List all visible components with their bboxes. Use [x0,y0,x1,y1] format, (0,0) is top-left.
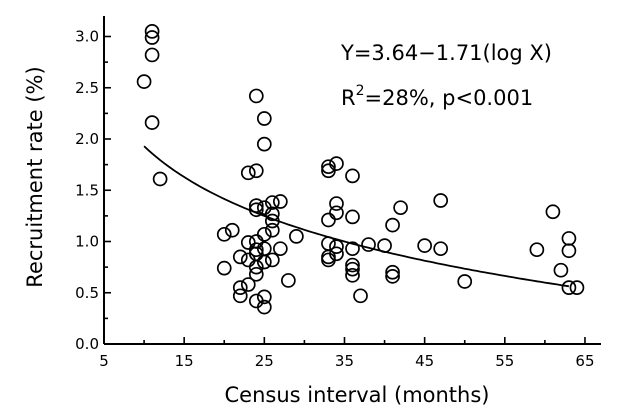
data-point [345,267,360,283]
data-point [144,47,160,63]
data-point [273,194,288,209]
x-tick-label: 15 [175,352,194,370]
data-point [264,252,280,268]
x-axis-title: Census interval (months) [225,383,490,407]
data-points [136,24,585,315]
x-tick-label: 35 [335,352,354,370]
data-point [561,243,577,259]
data-point [345,209,360,225]
data-point [232,249,248,265]
r-squared-superscript: 2 [356,83,365,99]
y-tick-label: 3.0 [75,28,99,46]
y-tick-label: 2.5 [75,79,99,97]
y-tick-label: 0.0 [75,335,99,353]
data-point [393,200,408,216]
data-point [433,241,449,257]
data-point [144,30,160,45]
r-squared-prefix: R [341,86,356,110]
r-squared-annotation: R2=28%, p<0.001 [341,83,533,110]
data-point [545,204,561,220]
data-point [329,246,344,262]
data-point [152,171,168,187]
x-tick-label: 65 [575,352,594,370]
data-point [529,242,545,258]
data-point [144,115,160,130]
data-point [385,217,400,233]
y-axis-title: Recruitment rate (%) [23,66,47,287]
y-tick-label: 1.5 [75,181,99,199]
axes [103,16,601,345]
data-point [329,156,344,171]
data-point [433,193,449,208]
data-point [457,274,473,289]
data-point [281,273,296,288]
data-point [329,196,344,211]
data-point [144,24,160,39]
data-point [240,277,256,292]
data-point [232,280,248,295]
data-point [264,206,280,222]
data-point [273,241,288,257]
data-point [256,226,272,242]
data-point [256,299,272,315]
regression-equation: Y=3.64−1.71(log X) [340,41,552,65]
data-point [321,212,336,228]
data-point [256,254,272,270]
data-point [248,266,264,282]
y-tick-label: 2.0 [75,130,99,148]
data-point [224,222,240,238]
data-point [232,288,248,304]
data-point [345,168,360,184]
y-tick-label: 1.0 [75,233,99,251]
data-point [136,74,152,89]
data-point [345,257,360,273]
x-tick-label: 45 [415,352,434,370]
data-point [561,280,577,295]
data-point [417,238,432,253]
regression-curve [143,145,570,288]
data-point [353,288,368,304]
data-point [256,136,272,152]
r-squared-value: =28%, p<0.001 [365,86,534,110]
data-point [216,260,232,276]
x-tick-label: 55 [495,352,514,370]
data-point [248,163,264,179]
data-point [216,226,232,242]
data-point [248,259,264,275]
data-point [248,242,264,258]
data-point [385,264,400,280]
data-point [240,165,256,181]
data-point [264,195,280,210]
data-point [289,229,304,244]
data-point [561,231,577,246]
data-point [248,88,264,104]
x-axis-ticks: 5 15 25 35 45 55 65 [99,337,595,370]
data-point [385,269,400,284]
data-point [345,241,360,257]
x-tick-label: 25 [255,352,274,370]
data-point [256,289,272,305]
data-point [264,222,280,238]
data-point [256,111,272,126]
data-point [361,237,376,252]
data-point [321,159,336,175]
data-point [569,280,585,295]
y-tick-label: 0.5 [75,284,99,302]
data-point [553,262,569,278]
data-point [329,205,344,221]
data-point [345,261,360,277]
y-axis-ticks: 0.0 0.5 1.0 1.5 2.0 2.5 3.0 [75,28,111,353]
x-tick-label: 5 [99,352,109,370]
